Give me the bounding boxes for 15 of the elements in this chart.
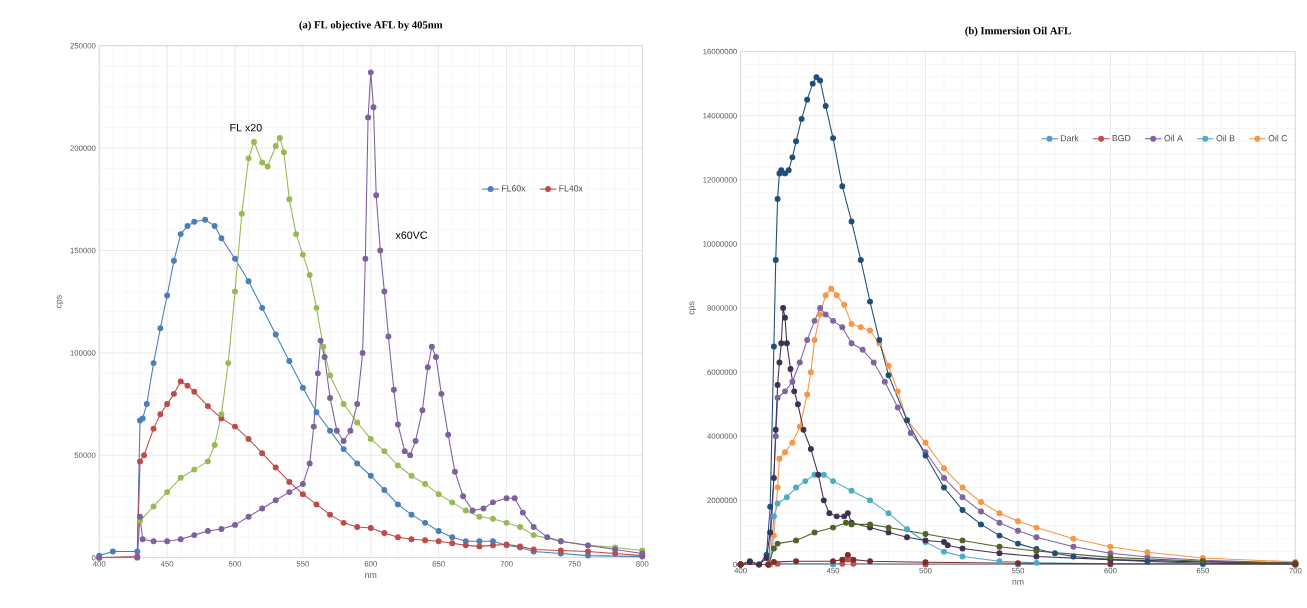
legend-label: FL40x: [559, 185, 583, 192]
legend-label: Oil B: [1216, 134, 1235, 142]
y-axis-title: cps: [56, 295, 64, 308]
x-axis-title: nm: [1012, 579, 1024, 585]
legend-label: Dark: [1060, 134, 1079, 142]
legend-label: Oil C: [1268, 134, 1288, 142]
legend-label: BGD: [1112, 134, 1131, 142]
annotation: FL x20: [230, 123, 262, 132]
y-axis-title: cps: [689, 301, 697, 315]
chart-title: (b) Immersion Oil AFL: [965, 26, 1071, 37]
legend-label: Oil A: [1164, 134, 1183, 142]
chart-title: (a) FL objective AFL by 405nm: [299, 20, 443, 31]
x-axis-title: nm: [365, 573, 377, 578]
annotation: x60VC: [395, 231, 428, 239]
legend-label: FL60x: [501, 185, 526, 192]
